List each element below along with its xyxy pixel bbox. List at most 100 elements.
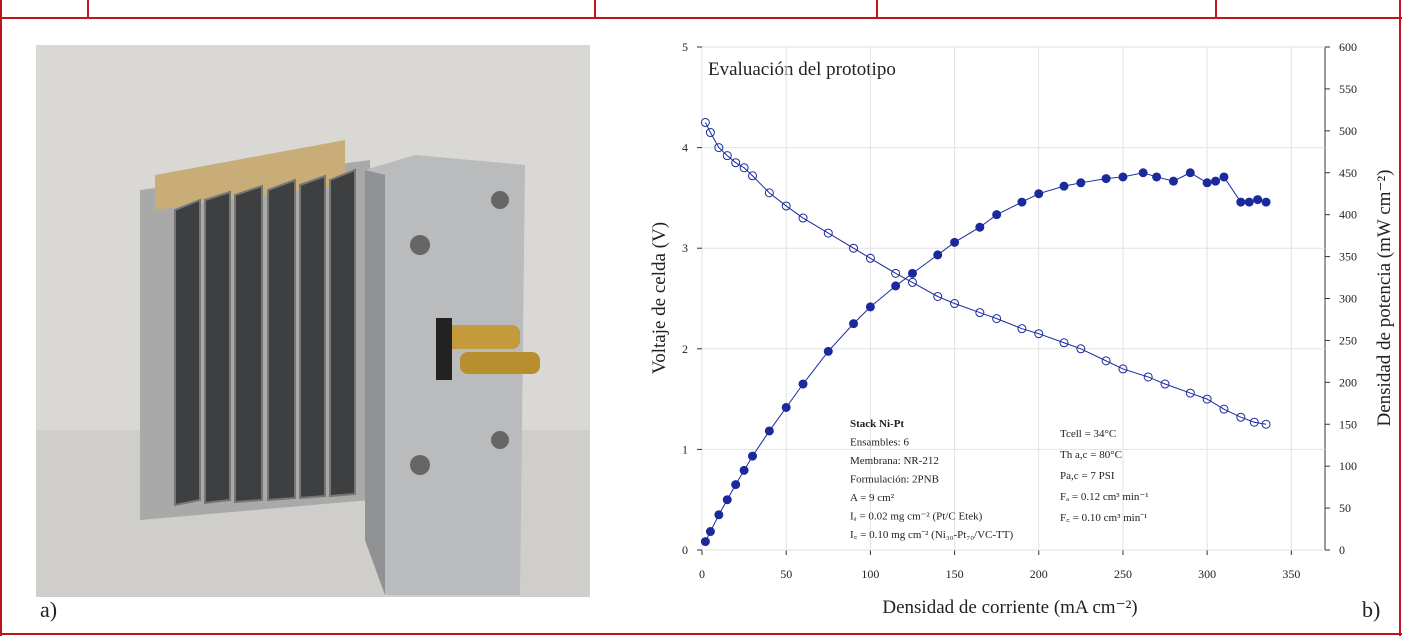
data-point (1152, 172, 1162, 182)
data-point (975, 308, 985, 318)
data-point (1017, 324, 1027, 334)
data-point (731, 480, 741, 490)
data-point (1034, 189, 1044, 199)
data-point (1253, 195, 1263, 205)
data-point (1076, 344, 1086, 354)
data-point (1059, 338, 1069, 348)
data-point (1261, 197, 1271, 207)
y-axis-label: Voltaje de celda (V) (649, 222, 670, 374)
series-line (704, 172, 1267, 542)
data-point (1143, 372, 1153, 382)
y2-tick-label: 250 (1339, 333, 1357, 347)
x-tick-label: 50 (780, 567, 792, 581)
y2-tick-label: 0 (1339, 543, 1345, 557)
data-point (1219, 172, 1229, 182)
data-point (865, 302, 875, 312)
data-point (950, 237, 960, 247)
x-tick-label: 300 (1198, 567, 1216, 581)
data-point (739, 465, 749, 475)
data-point (1101, 174, 1111, 184)
x-tick-label: 100 (861, 567, 879, 581)
data-point (849, 243, 859, 253)
data-point (705, 128, 715, 138)
data-point (950, 299, 960, 309)
data-point (1236, 412, 1246, 422)
y-tick-label: 1 (682, 442, 688, 456)
data-point (1076, 178, 1086, 188)
data-point (1219, 404, 1229, 414)
data-point (849, 319, 859, 329)
y2-tick-label: 150 (1339, 417, 1357, 431)
panel-label: a) (40, 597, 57, 622)
data-point (907, 277, 917, 287)
panel-label: b) (1362, 597, 1380, 622)
annotation: Ensambles: 6 (850, 437, 909, 449)
data-point (1185, 388, 1195, 398)
data-point (1101, 356, 1111, 366)
data-point (992, 210, 1002, 220)
annotation: Pa,c = 7 PSI (1060, 470, 1115, 482)
data-point (781, 402, 791, 412)
data-point (781, 201, 791, 211)
annotation: Iₐ = 0.02 mg cm⁻² (Pt/C Etek) (850, 511, 983, 523)
data-point (748, 451, 758, 461)
y2-tick-label: 100 (1339, 459, 1357, 473)
data-point (722, 495, 732, 505)
data-point (1118, 172, 1128, 182)
data-point (748, 171, 758, 181)
data-point (1249, 417, 1259, 427)
data-point (1138, 168, 1148, 178)
data-point (1202, 394, 1212, 404)
data-point (739, 163, 749, 173)
data-point (1261, 419, 1271, 429)
data-point (891, 281, 901, 291)
y2-tick-label: 350 (1339, 250, 1357, 264)
y2-tick-label: 300 (1339, 292, 1357, 306)
chart-title: Evaluación del prototipo (708, 59, 896, 80)
data-point (1059, 181, 1069, 191)
photo (36, 45, 590, 597)
y-tick-label: 0 (682, 543, 688, 557)
y2-tick-label: 400 (1339, 208, 1357, 222)
y2-tick-label: 600 (1339, 40, 1357, 54)
x-tick-label: 200 (1030, 567, 1048, 581)
data-point (891, 268, 901, 278)
y2-tick-label: 450 (1339, 166, 1357, 180)
data-point (1244, 197, 1254, 207)
y2-tick-label: 200 (1339, 375, 1357, 389)
x-axis-label: Densidad de corriente (mA cm⁻²) (882, 597, 1137, 618)
data-point (823, 228, 833, 238)
data-point (700, 117, 710, 127)
data-point (700, 537, 710, 547)
annotation: Th a,c = 80°C (1060, 449, 1122, 461)
x-tick-label: 250 (1114, 567, 1132, 581)
y-tick-label: 3 (682, 241, 688, 255)
data-point (975, 222, 985, 232)
data-point (933, 250, 943, 260)
data-point (1017, 197, 1027, 207)
annotation: A = 9 cm² (850, 492, 895, 504)
series-line (704, 122, 1267, 425)
data-point (714, 510, 724, 520)
data-point (722, 151, 732, 161)
y-tick-label: 5 (682, 40, 688, 54)
y-tick-label: 2 (682, 342, 688, 356)
y2-tick-label: 500 (1339, 124, 1357, 138)
annotation: F꜀ = 0.10 cm³ min⁻¹ (1060, 512, 1147, 524)
data-point (865, 253, 875, 263)
data-point (1185, 168, 1195, 178)
y-tick-label: 4 (682, 141, 688, 155)
annotation: Fₐ = 0.12 cm³ min⁻¹ (1060, 491, 1149, 503)
y2-tick-label: 550 (1339, 82, 1357, 96)
data-point (823, 346, 833, 356)
data-point (714, 143, 724, 153)
data-point (1034, 329, 1044, 339)
data-point (933, 291, 943, 301)
data-point (1118, 364, 1128, 374)
data-point (1202, 178, 1212, 188)
data-point (992, 314, 1002, 324)
data-point (798, 213, 808, 223)
plot-frame (701, 46, 1326, 551)
x-tick-label: 0 (699, 567, 705, 581)
data-point (798, 379, 808, 389)
